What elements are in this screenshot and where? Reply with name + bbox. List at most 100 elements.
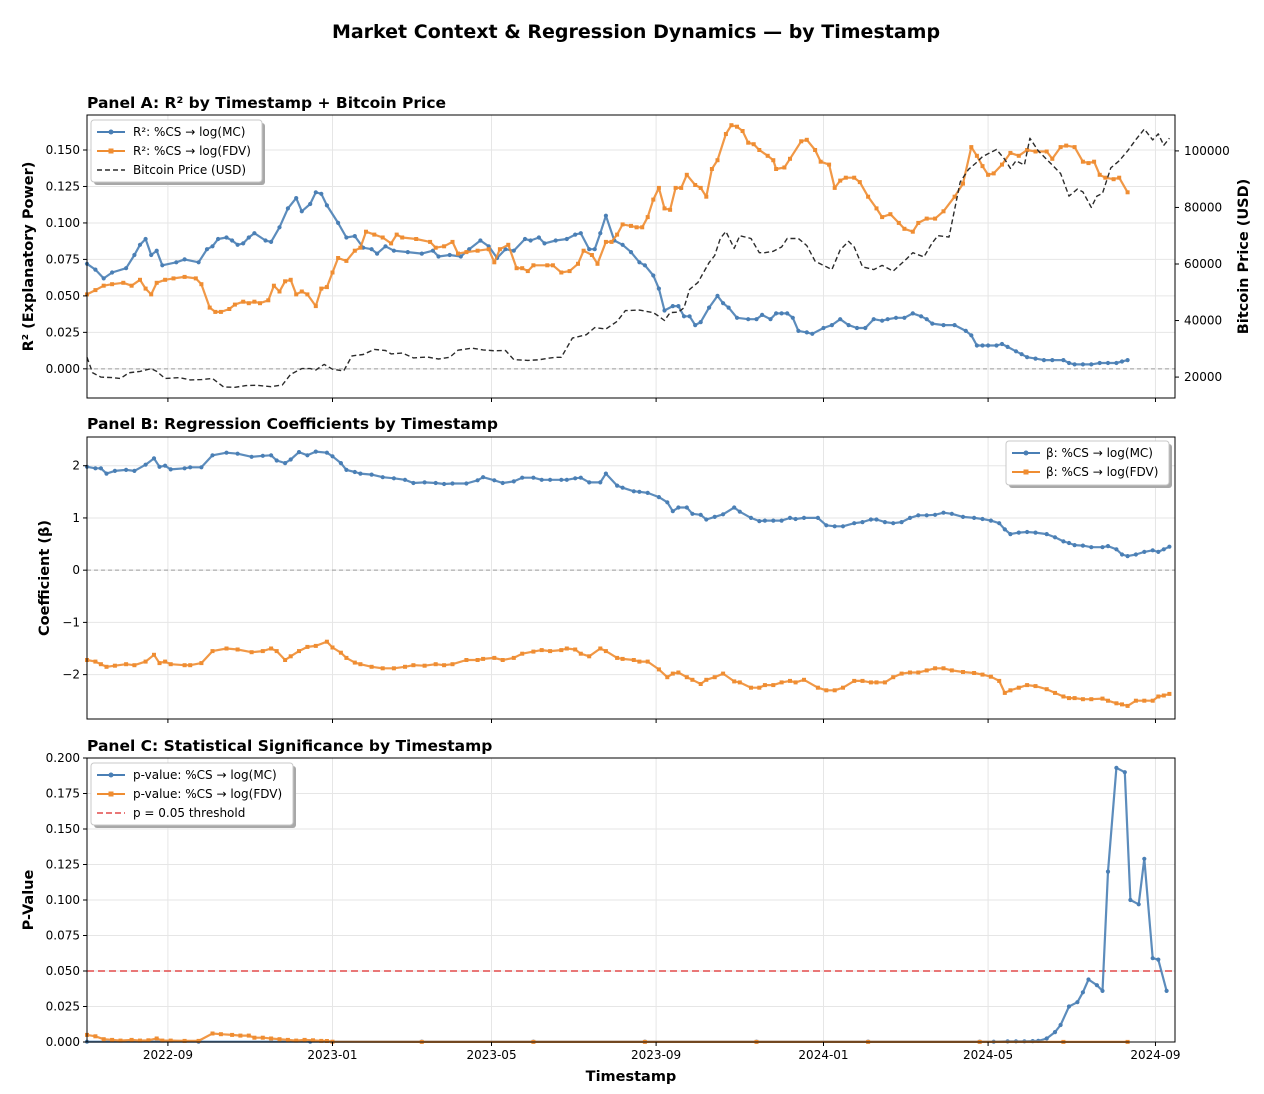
panel-a-series-1-point [380,235,385,240]
panel-a-series-1-point [1058,145,1063,150]
panel-b-series-1-point [269,646,274,651]
panel-a-series-1-point [299,289,304,294]
panel-c-series-0-point [1105,869,1111,874]
panel-a-series-1-point [969,145,974,150]
panel-a-series-1-point [1072,145,1077,150]
panel-b-series-0-point [737,509,742,514]
panel-a-y-tick-label: 0.100 [46,216,80,230]
panel-b-series-1-point [972,671,977,675]
panel-a-series-0-point [642,263,648,268]
panel-a-series-1-point [497,247,502,252]
panel-a-series-0-point [698,320,703,325]
panel-a-series-1-point [818,159,823,164]
panel-b-series-0-point [324,450,329,455]
panel-b-series-1-point [737,680,742,685]
panel-b-series-1-point [313,643,318,648]
panel-a-x-ticks [167,398,1156,402]
panel-a-series-1-point [991,171,996,176]
panel-b: Panel B: Regression Coefficients by Time… [37,415,1176,723]
figure-title: Market Context & Regression Dynamics — b… [332,21,940,43]
panel-a-series-1-point [1033,149,1038,154]
panel-b-series-1-point [98,662,103,667]
panel-a-series-1-point [589,253,594,257]
panel-c-series-0-point [1094,983,1099,988]
panel-a-series-1-point [93,288,98,293]
panel-a-series-1-point [218,309,223,314]
panel-a-series-1-point [400,235,405,240]
panel-a-series-1-point [1008,150,1013,155]
panel-a-series-1-point [163,277,168,282]
panel-a-series-0-point [994,343,999,348]
panel-a-series-0-point [352,234,357,239]
panel-a-series-1-point [213,309,218,314]
x-tick-label: 2024-01 [798,1048,848,1062]
panel-a-series-0-point [821,325,826,331]
panel-b-series-1-point [924,668,929,673]
panel-a-series-1-point [414,237,419,241]
panel-a-series-0-point [726,305,731,310]
panel-b-series-1-point [531,649,536,654]
panel-b-series-1-point [422,663,427,668]
panel-b-series-1-point [104,664,109,669]
panel-b-series-1-point [1089,697,1094,702]
panel-b-series-0-point [1080,543,1085,548]
panel-a-series-1-point [603,239,608,244]
panel-b-series-0-point [997,521,1002,526]
panel-a-series-0-point [592,247,597,252]
panel-b-series-1-point [815,685,820,690]
panel-a-series-1-point [609,239,614,244]
panel-a-series-0-point [980,343,985,348]
panel-a-series-2-line [86,128,1170,388]
panel-a-series-0-point [656,286,662,291]
legend-marker-r2-mc [108,129,114,135]
panel-b-series-1-point [670,671,675,676]
panel-b-series-0-point [891,521,896,526]
panel-c-series-1-point [230,1032,235,1037]
panel-b-series-0-point [620,485,625,490]
panel-a-series-1-point [709,167,714,171]
panel-a-series-0-point [854,325,860,331]
panel-b-series-1-point [631,658,636,662]
panel-b-series-1-point [442,663,447,668]
panel-a-series-1-point [475,248,480,253]
panel-b-series-1-point [690,677,695,682]
panel-b-series-1-point [698,682,703,686]
panel-c-legend: p-value: %CS → log(MC) p-value: %CS → lo… [90,762,296,828]
panel-b-series-0-point [338,461,343,466]
panel-b-series-1-point [548,649,553,654]
panel-b-series-0-point [475,478,480,483]
panel-a-series-0-point [919,314,924,319]
panel-b-series-1-point [305,644,310,649]
panel-b-series-1-point [721,671,726,676]
panel-a-series-1-point [294,292,299,297]
panel-a-series-1-point [896,220,901,225]
panel-b-title: Panel B: Regression Coefficients by Time… [87,415,498,433]
panel-a-series-1-point [673,185,678,190]
panel-b-series-1-point [1156,694,1161,699]
panel-a-series-1-point [492,260,497,265]
panel-b-series-0-point [1150,548,1155,553]
panel-b-series-0-point [698,512,703,517]
panel-a-series-1-point [433,245,438,250]
panel-b-series-0-point [548,477,553,482]
panel-a-series-0-point [651,273,656,278]
panel-b-series-1-point [1067,696,1071,701]
panel-a-series-1-point [866,194,871,199]
panel-b-series-1-point [199,661,204,666]
panel-c-series-0-point [1136,902,1141,907]
panel-a-series-1-point [852,175,857,180]
panel-b-series-1-point [980,672,985,677]
panel-a-series-1-point [1080,159,1085,164]
panel-b-series-1-point [578,651,583,656]
panel-a-y-tick-label: 0.000 [46,362,80,376]
panel-b-series-0-point [481,475,486,480]
panel-b-series-0-point [801,515,807,521]
panel-b-series-0-point [330,454,335,459]
panel-b-series-1-point [1061,694,1066,699]
panel-a-series-1-point [456,251,460,256]
panel-a-series-1-point [1097,172,1102,177]
panel-b-series-1-point [732,679,737,684]
panel-b-series-0-point [1033,530,1038,535]
legend-label-threshold: p = 0.05 threshold [133,806,245,820]
